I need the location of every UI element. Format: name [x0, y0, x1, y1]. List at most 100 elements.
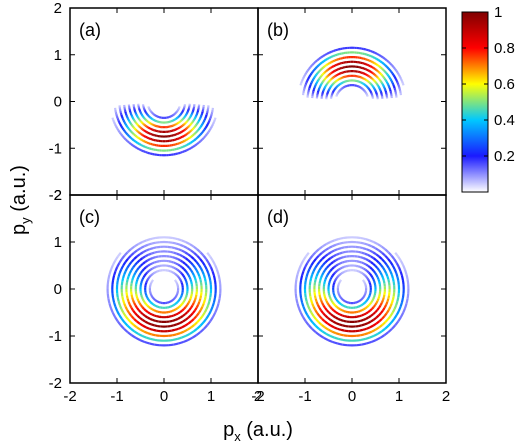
ring-segment: [152, 303, 156, 307]
ring-segment: [140, 121, 144, 124]
ring-segment: [143, 273, 147, 277]
y-tick-label: 1: [54, 234, 62, 251]
ring-segment: [334, 270, 338, 274]
ring-segment: [170, 305, 173, 308]
ring-segment: [375, 82, 378, 85]
ring-segment: [145, 150, 149, 154]
ring-segment: [378, 293, 381, 297]
ring-segment: [333, 264, 337, 269]
ring-segment: [150, 237, 156, 241]
ring-segment: [358, 324, 363, 328]
y-tick-label: -2: [49, 375, 62, 392]
ring-segment: [153, 250, 158, 254]
ring-segment: [386, 298, 390, 303]
ring-segment: [356, 343, 362, 347]
ring-segment: [368, 75, 372, 79]
ring-segment: [379, 60, 383, 64]
ring-segment: [329, 61, 332, 64]
ring-segment: [193, 327, 198, 333]
x-tick-label: 0: [160, 388, 168, 405]
ring-segment: [363, 242, 369, 246]
ring-segment: [136, 298, 140, 302]
ring-segment: [366, 277, 370, 281]
ring-segment: [332, 59, 336, 63]
ring-segment: [374, 81, 378, 84]
ring-segment: [141, 318, 146, 323]
ring-segment: [149, 317, 154, 321]
ring-segment: [300, 275, 304, 281]
ring-segment: [403, 269, 408, 275]
ring-segment: [366, 270, 370, 274]
ring-segment: [209, 316, 214, 322]
ring-segment: [201, 121, 205, 125]
ring-segment: [310, 299, 314, 304]
y-tick-label: 0: [54, 281, 62, 298]
ring-segment: [337, 78, 340, 81]
ring-segment: [206, 121, 210, 125]
ring-segment: [138, 148, 142, 152]
ring-segment: [174, 295, 178, 298]
ring-segment: [184, 114, 187, 117]
ring-segment: [330, 300, 334, 304]
ring-segment: [317, 321, 323, 326]
ring-segment: [326, 302, 330, 306]
ring-segment: [184, 113, 188, 116]
ring-segment: [336, 274, 340, 278]
ring-segment: [145, 309, 149, 314]
ring-segment: [124, 315, 129, 320]
ring-segment: [202, 255, 208, 260]
ring-segment: [343, 334, 349, 337]
ring-segment: [361, 308, 365, 312]
ring-segment: [146, 136, 150, 140]
y-axis-label: py (a.u.): [8, 165, 33, 235]
ring-segment: [150, 294, 153, 297]
ring-segment: [367, 303, 371, 307]
ring-segment: [196, 248, 202, 254]
ring-segment: [116, 296, 120, 302]
ring-segment: [142, 116, 146, 119]
ring-segment: [182, 123, 186, 126]
ring-segment: [134, 120, 137, 124]
ring-segment: [203, 324, 209, 330]
ring-segment: [171, 298, 174, 302]
ring-segment: [321, 66, 325, 70]
ring-segment: [384, 318, 389, 324]
ring-segment: [182, 144, 186, 148]
ring-segment: [321, 318, 326, 323]
ring-segment: [304, 310, 309, 316]
ring-segment: [138, 119, 142, 122]
ring-segment: [309, 72, 313, 76]
ring-segment: [308, 74, 312, 78]
ring-segment: [149, 247, 154, 251]
ring-segment: [379, 264, 384, 269]
ring-segment: [378, 71, 382, 75]
ring-segment: [332, 70, 335, 73]
ring-segment: [142, 300, 146, 304]
ring-segment: [340, 328, 345, 332]
ring-segment: [340, 271, 344, 275]
ring-segment: [331, 301, 335, 305]
ring-segment: [364, 300, 368, 304]
ring-segment: [181, 249, 186, 254]
ring-segment: [184, 257, 189, 262]
ring-segment: [172, 303, 176, 307]
ring-segment: [171, 309, 175, 313]
ring-segment: [131, 132, 135, 136]
ring-segment: [171, 328, 176, 332]
ring-segment: [145, 296, 149, 299]
ring-segment: [120, 264, 125, 270]
ring-segment: [175, 128, 178, 131]
ring-segment: [176, 147, 180, 150]
ring-segment: [391, 82, 395, 85]
ring-segment: [394, 68, 398, 72]
ring-segment: [191, 302, 195, 307]
ring-segment: [123, 251, 129, 257]
ring-segment: [190, 145, 194, 150]
ring-segment: [181, 334, 187, 339]
ring-segment: [191, 271, 195, 276]
ring-segment: [205, 112, 209, 116]
ring-segment: [183, 128, 187, 132]
ring-segment: [195, 122, 199, 125]
ring-segment: [138, 125, 141, 129]
ring-segment: [324, 320, 329, 325]
